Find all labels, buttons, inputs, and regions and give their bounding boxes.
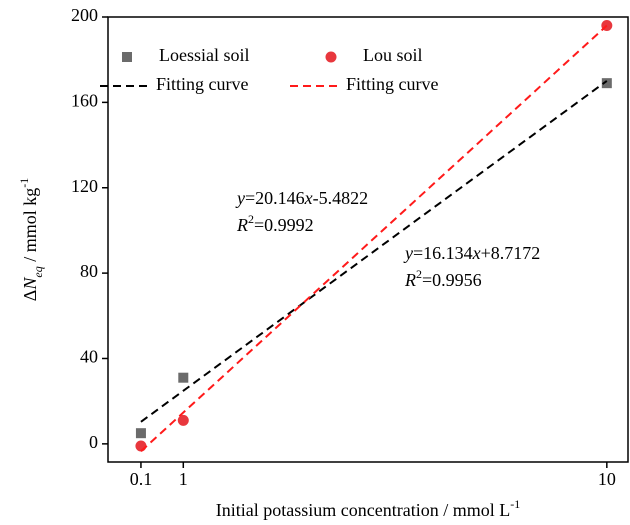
text-part: -1 [510, 497, 520, 511]
fit-equation: y=16.134x+8.7172 [403, 243, 540, 263]
fit-equation: R2=0.9956 [404, 267, 482, 290]
y-tick-label: 40 [80, 347, 98, 367]
y-tick-label: 200 [71, 5, 98, 25]
fit-line [140, 80, 608, 423]
text-part: Initial potassium concentration / mmol L [216, 500, 510, 520]
text-part: 2 [248, 212, 254, 226]
text-part: x [304, 188, 313, 208]
data-point [601, 78, 612, 89]
text-part: =0.9992 [254, 215, 314, 235]
data-point [135, 428, 146, 439]
text-part: y [235, 188, 245, 208]
fit-line [140, 24, 608, 453]
text-part: / mmol kg [20, 188, 40, 267]
text-part: x [472, 243, 481, 263]
text-part: R [404, 270, 416, 290]
text-part: 2 [416, 267, 422, 281]
legend-label: Loessial soil [159, 45, 250, 65]
y-tick-label: 160 [71, 90, 98, 110]
y-tick-label: 80 [80, 261, 98, 281]
y-tick-label: 0 [89, 432, 98, 452]
text-part: +8.7172 [481, 243, 541, 263]
text-part: eq [31, 266, 45, 277]
x-axis-label: Initial potassium concentration / mmol L… [216, 497, 520, 520]
x-tick-label: 1 [179, 469, 188, 489]
text-part: -5.4822 [313, 188, 369, 208]
y-axis-label: ΔNeq / mmol kg-1 [17, 178, 45, 301]
legend-marker [122, 52, 132, 62]
data-point [177, 414, 189, 426]
y-tick-label: 120 [71, 176, 98, 196]
text-part: R [236, 215, 248, 235]
plot-frame [107, 16, 629, 463]
legend-label: Lou soil [363, 45, 423, 65]
text-part: =16.134 [413, 243, 473, 263]
fit-equation: y=20.146x-5.4822 [235, 188, 368, 208]
text-part: y [403, 243, 413, 263]
fit-equation: R2=0.9992 [236, 212, 314, 235]
data-point [178, 372, 189, 383]
x-tick-label: 0.1 [130, 469, 153, 489]
legend-marker [325, 51, 337, 63]
text-part: Δ [20, 290, 40, 302]
text-part: =0.9956 [422, 270, 482, 290]
text-part: -1 [17, 178, 31, 188]
data-point [135, 440, 147, 452]
legend-label: Fitting curve [156, 74, 249, 94]
text-part: N [20, 277, 40, 291]
legend-label: Fitting curve [346, 74, 439, 94]
text-part: =20.146 [245, 188, 305, 208]
x-tick-label: 10 [598, 469, 616, 489]
